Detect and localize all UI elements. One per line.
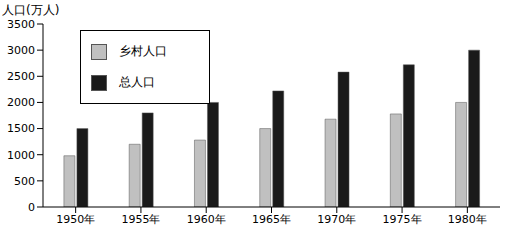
svg-text:1500: 1500: [8, 122, 35, 135]
svg-text:500: 500: [14, 175, 35, 188]
svg-text:1975年: 1975年: [383, 213, 422, 226]
svg-text:0: 0: [28, 201, 35, 214]
html-text:总人口: 总人口: [119, 75, 155, 89]
html-text:人口(万人): 人口(万人): [2, 3, 60, 17]
svg-text:1000: 1000: [8, 149, 35, 162]
svg-text:3000: 3000: [8, 44, 35, 57]
html-text:乡村人口: 乡村人口: [119, 44, 167, 58]
svg-text:1950年: 1950年: [56, 213, 95, 226]
svg-text:1970年: 1970年: [317, 213, 356, 226]
svg-text:1955年: 1955年: [121, 213, 160, 226]
svg-text:2000: 2000: [8, 96, 35, 109]
svg-text:3500: 3500: [8, 18, 35, 31]
svg-text:1965年: 1965年: [252, 213, 291, 226]
svg-text:2500: 2500: [8, 70, 35, 83]
svg-text:1980年: 1980年: [448, 213, 487, 226]
svg-text:1960年: 1960年: [187, 213, 226, 226]
